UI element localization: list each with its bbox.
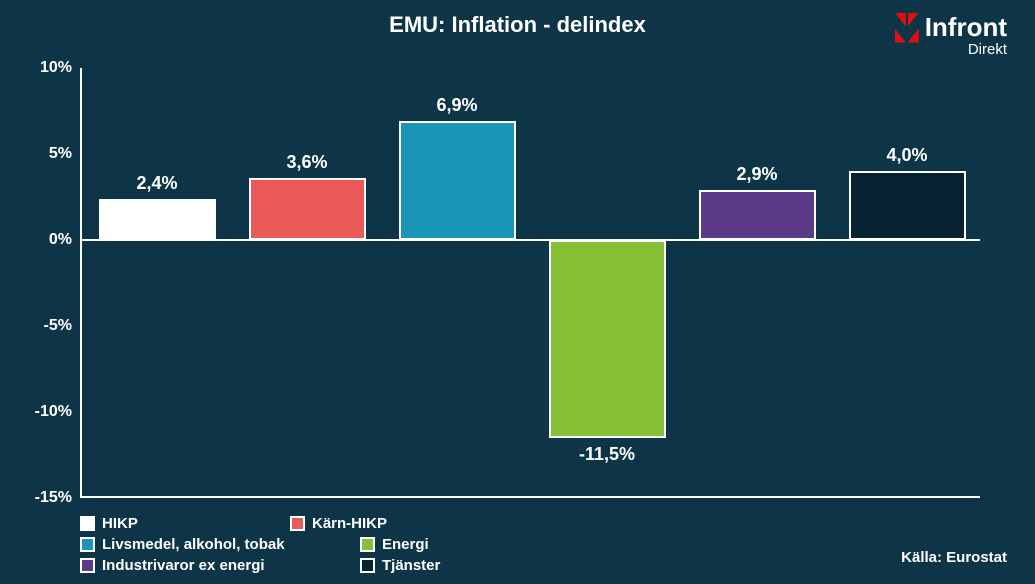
legend-label: Energi — [382, 536, 429, 553]
bar — [249, 178, 366, 240]
logo-icon — [895, 13, 919, 43]
legend-label: Tjänster — [382, 557, 440, 574]
bar — [849, 171, 966, 240]
bar — [99, 199, 216, 240]
bar-value-label: 2,4% — [77, 173, 237, 194]
y-tick-label: -5% — [44, 317, 82, 335]
source-label: Källa: Eurostat — [901, 549, 1007, 566]
brand-logo: Infront Direkt — [895, 12, 1007, 58]
chart-plot-area: -15%-10%-5%0%5%10%2,4%3,6%6,9%-11,5%2,9%… — [80, 68, 980, 498]
legend-swatch — [80, 558, 95, 573]
legend-item: Livsmedel, alkohol, tobak — [80, 536, 360, 553]
y-tick-label: -15% — [35, 489, 82, 507]
legend-label: Industrivaror ex energi — [102, 557, 265, 574]
legend-item: HIKP — [80, 515, 290, 532]
legend-label: HIKP — [102, 515, 138, 532]
chart-title: EMU: Inflation - delindex — [0, 0, 1035, 38]
bar-value-label: -11,5% — [527, 444, 687, 465]
legend-item: Industrivaror ex energi — [80, 557, 360, 574]
legend-item: Kärn-HIKP — [290, 515, 570, 532]
y-tick-label: -10% — [35, 403, 82, 421]
bar-value-label: 6,9% — [377, 95, 537, 116]
bar — [699, 190, 816, 240]
legend-item: Tjänster — [360, 557, 640, 574]
chart-legend: HIKP Kärn-HIKP Livsmedel, alkohol, tobak En… — [80, 515, 840, 574]
bar — [399, 121, 516, 240]
legend-swatch — [80, 537, 95, 552]
legend-swatch — [290, 516, 305, 531]
legend-swatch — [360, 558, 375, 573]
y-tick-label: 0% — [49, 231, 82, 249]
y-tick-label: 5% — [49, 145, 82, 163]
logo-subtitle: Direkt — [895, 41, 1007, 58]
zero-axis-line — [82, 239, 980, 241]
legend-swatch — [360, 537, 375, 552]
bar-value-label: 4,0% — [827, 145, 987, 166]
y-tick-label: 10% — [40, 59, 82, 77]
legend-item: Energi — [360, 536, 570, 553]
legend-label: Kärn-HIKP — [312, 515, 387, 532]
bar-value-label: 3,6% — [227, 152, 387, 173]
legend-swatch — [80, 516, 95, 531]
legend-label: Livsmedel, alkohol, tobak — [102, 536, 285, 553]
bar — [549, 240, 666, 438]
bar-value-label: 2,9% — [677, 164, 837, 185]
logo-text: Infront — [925, 12, 1007, 43]
